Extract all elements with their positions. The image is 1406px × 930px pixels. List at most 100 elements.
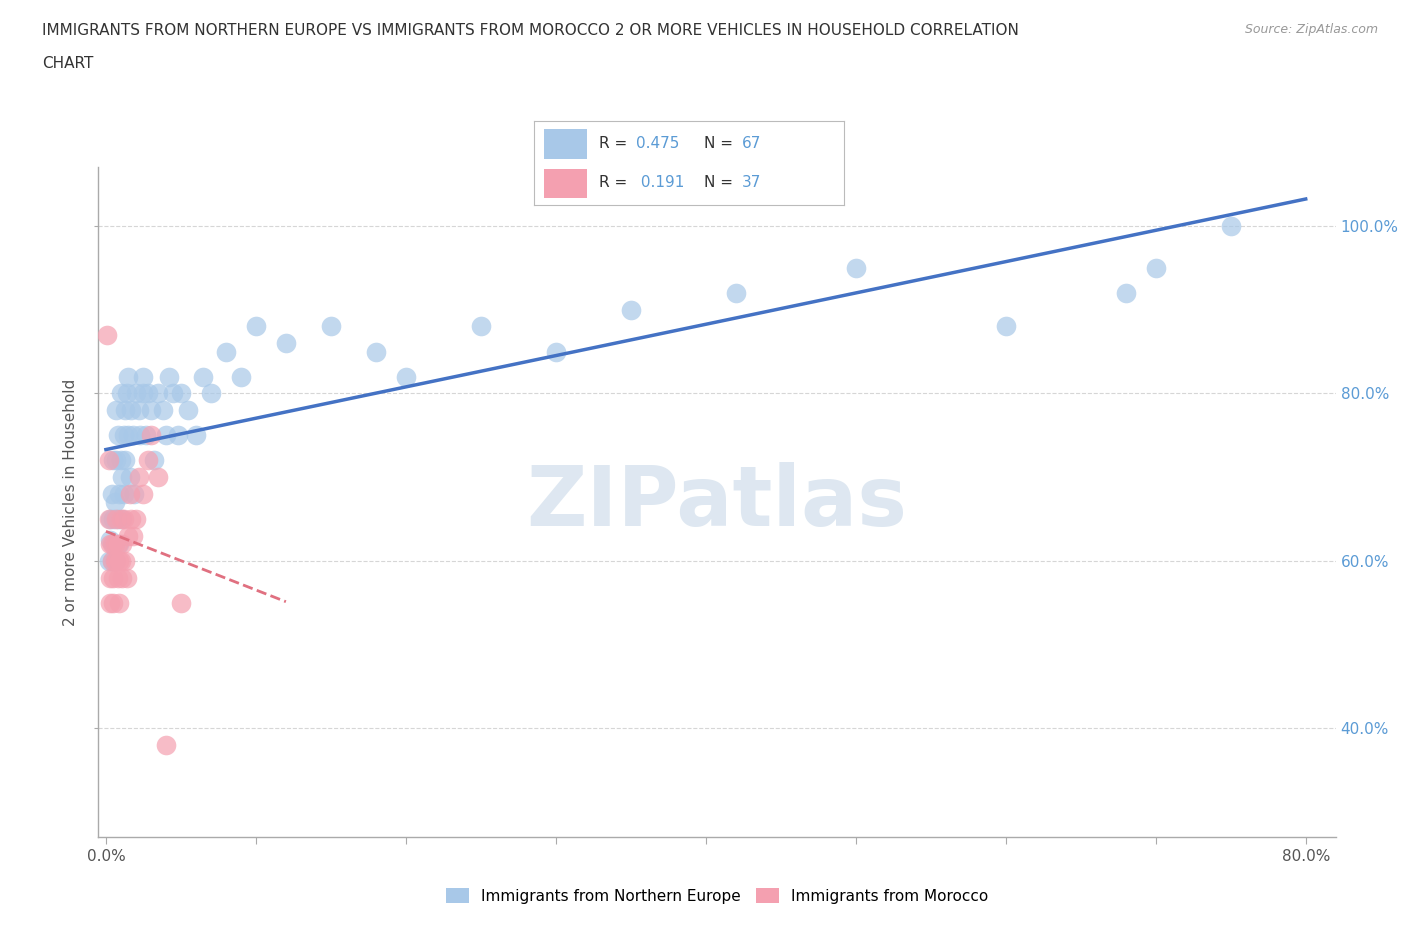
Point (112, 486, 135, 501)
Point (724, 286, 747, 300)
Point (124, 486, 146, 501)
Text: Source: ZipAtlas.com: Source: ZipAtlas.com (1244, 23, 1378, 36)
Point (108, 486, 131, 501)
Point (132, 386, 155, 401)
Point (364, 344, 387, 359)
Point (117, 369, 139, 384)
Point (104, 553, 127, 568)
Point (129, 428, 152, 443)
Point (104, 495, 127, 510)
Point (155, 428, 177, 443)
Point (162, 386, 184, 401)
Point (139, 428, 162, 443)
Bar (544, 168, 586, 198)
Point (110, 512, 132, 526)
Text: N =: N = (704, 176, 738, 191)
Point (103, 453, 125, 468)
Bar (544, 129, 586, 158)
Point (111, 512, 134, 526)
Point (845, 260, 868, 275)
Point (111, 570, 134, 585)
Point (104, 537, 127, 551)
Text: 0.475: 0.475 (637, 136, 679, 151)
Point (620, 302, 643, 317)
Text: R =: R = (599, 136, 633, 151)
Point (215, 344, 238, 359)
Point (167, 428, 190, 443)
Point (100, 512, 122, 526)
Point (105, 553, 128, 568)
Point (101, 537, 124, 551)
Point (395, 369, 418, 384)
Point (103, 512, 125, 526)
Point (274, 336, 297, 351)
Point (193, 369, 215, 384)
Point (101, 553, 124, 568)
Point (170, 386, 193, 401)
Point (111, 537, 134, 551)
Text: N =: N = (704, 136, 738, 151)
Point (103, 595, 125, 610)
Point (229, 369, 252, 384)
Point (184, 428, 207, 443)
Point (114, 553, 136, 568)
Point (107, 428, 129, 443)
Point (470, 319, 492, 334)
Point (114, 403, 136, 418)
Text: 0.191: 0.191 (637, 176, 685, 191)
Point (122, 428, 145, 443)
Point (994, 319, 1017, 334)
Point (136, 386, 159, 401)
Point (132, 486, 155, 501)
Point (132, 369, 155, 384)
Point (107, 570, 129, 585)
Point (110, 453, 132, 468)
Point (177, 403, 200, 418)
Point (128, 403, 150, 418)
Point (112, 512, 135, 526)
Point (115, 570, 138, 585)
Point (107, 512, 129, 526)
Point (97, 512, 120, 526)
Point (120, 403, 142, 418)
Point (148, 386, 170, 401)
Point (101, 486, 124, 501)
Point (157, 369, 180, 384)
Y-axis label: 2 or more Vehicles in Household: 2 or more Vehicles in Household (63, 379, 79, 626)
Point (319, 319, 342, 334)
Point (107, 537, 129, 551)
Point (1144, 260, 1167, 275)
Point (148, 470, 170, 485)
Point (100, 595, 122, 610)
Point (114, 453, 136, 468)
Point (118, 470, 141, 485)
Point (110, 386, 132, 401)
Text: IMMIGRANTS FROM NORTHERN EUROPE VS IMMIGRANTS FROM MOROCCO 2 OR MORE VEHICLES IN: IMMIGRANTS FROM NORTHERN EUROPE VS IMMIG… (42, 23, 1019, 38)
Point (118, 486, 141, 501)
Point (97, 453, 120, 468)
Point (1219, 219, 1241, 233)
Point (122, 528, 145, 543)
Point (112, 428, 135, 443)
Point (245, 319, 267, 334)
Point (117, 428, 139, 443)
Point (105, 403, 128, 418)
Point (100, 533, 122, 548)
Point (104, 553, 127, 568)
Point (115, 386, 138, 401)
Point (139, 403, 162, 418)
Point (544, 344, 567, 359)
Text: CHART: CHART (42, 56, 94, 71)
Point (142, 453, 165, 468)
Legend: Immigrants from Northern Europe, Immigrants from Morocco: Immigrants from Northern Europe, Immigra… (440, 882, 994, 910)
Text: ZIPatlas: ZIPatlas (527, 461, 907, 543)
Point (103, 537, 125, 551)
Point (97, 553, 120, 568)
Point (125, 386, 148, 401)
Point (108, 553, 131, 568)
Point (108, 537, 131, 551)
Point (96, 327, 118, 342)
Point (110, 553, 132, 568)
Point (155, 737, 177, 752)
Point (128, 470, 150, 485)
